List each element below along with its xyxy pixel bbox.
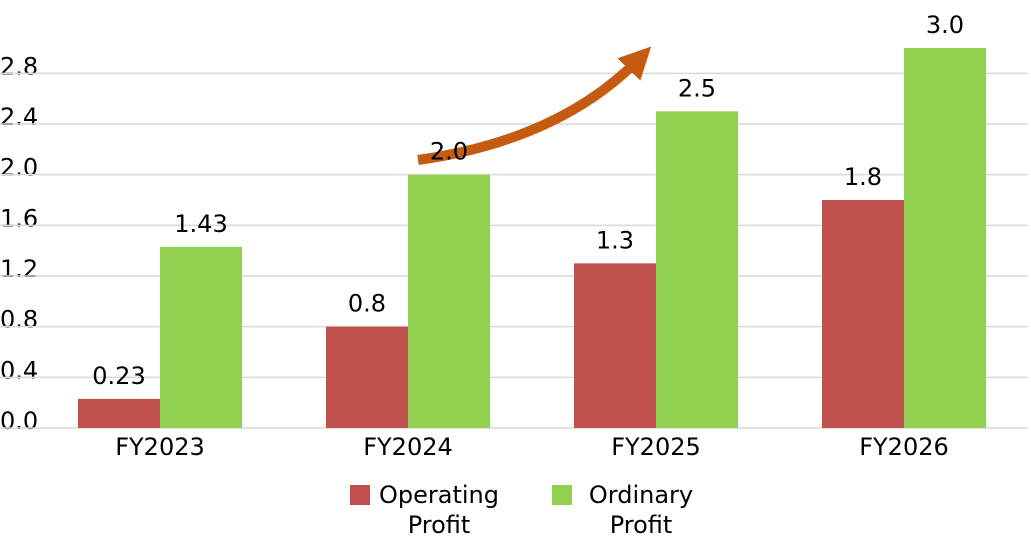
- x-tick-label: FY2026: [859, 433, 949, 461]
- y-tick-label: 2.8: [0, 52, 38, 80]
- legend-swatch: [552, 485, 572, 505]
- x-tick-label: FY2025: [611, 433, 701, 461]
- value-label: 1.8: [844, 163, 882, 191]
- value-label: 0.8: [348, 290, 386, 318]
- value-label: 1.3: [596, 226, 634, 254]
- bar: [408, 174, 490, 428]
- bar: [656, 111, 738, 428]
- legend-item: Ordinary Profit: [552, 480, 706, 540]
- bar: [822, 200, 904, 428]
- bar: [326, 326, 408, 428]
- trend-arrow: [417, 46, 652, 165]
- bar: [160, 246, 242, 428]
- value-label: 2.0: [430, 138, 468, 166]
- y-tick-label: 0.0: [0, 407, 38, 435]
- value-label: 3.0: [926, 11, 964, 39]
- value-label: 2.5: [678, 74, 716, 102]
- y-tick-label: 2.4: [0, 103, 38, 131]
- bar: [78, 398, 160, 428]
- y-tick-label: 0.8: [0, 306, 38, 334]
- y-tick-label: 1.2: [0, 255, 38, 283]
- legend-swatch: [350, 485, 370, 505]
- y-tick-label: 2.0: [0, 154, 38, 182]
- legend-label: Ordinary Profit: [588, 481, 694, 539]
- y-tick-label: 0.4: [0, 356, 38, 384]
- value-label: 0.23: [92, 362, 145, 390]
- bar: [574, 263, 656, 428]
- x-tick-label: FY2023: [115, 433, 205, 461]
- legend-item: Operating Profit: [350, 480, 504, 540]
- x-tick-label: FY2024: [363, 433, 453, 461]
- legend-label: Operating Profit: [379, 481, 499, 539]
- bar: [904, 48, 986, 428]
- y-tick-label: 1.6: [0, 204, 38, 232]
- value-label: 1.43: [174, 210, 227, 238]
